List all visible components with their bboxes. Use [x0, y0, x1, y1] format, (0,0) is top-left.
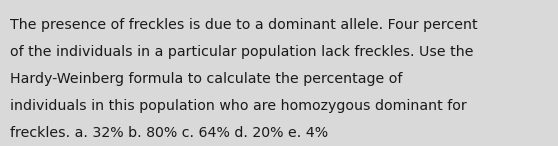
Text: The presence of freckles is due to a dominant allele. Four percent: The presence of freckles is due to a dom… [10, 18, 478, 32]
Text: individuals in this population who are homozygous dominant for: individuals in this population who are h… [10, 99, 467, 113]
Text: Hardy-Weinberg formula to calculate the percentage of: Hardy-Weinberg formula to calculate the … [10, 72, 402, 86]
Text: of the individuals in a particular population lack freckles. Use the: of the individuals in a particular popul… [10, 45, 474, 59]
Text: freckles. a. 32% b. 80% c. 64% d. 20% e. 4%: freckles. a. 32% b. 80% c. 64% d. 20% e.… [10, 126, 328, 140]
